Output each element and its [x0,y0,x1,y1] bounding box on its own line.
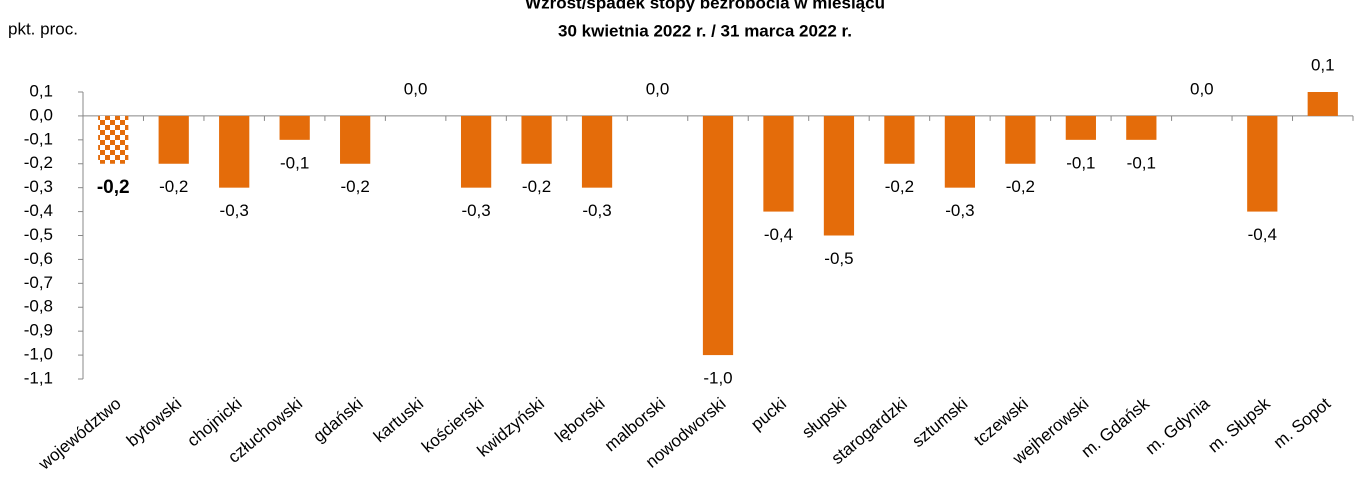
value-label: -0,3 [220,201,249,220]
value-label: -0,2 [340,177,369,196]
bar [460,115,492,188]
value-label: 0,0 [404,79,428,98]
x-tick-label: gdański [309,394,366,446]
x-tick-label: sztumski [908,394,971,451]
y-tick-label: 0,0 [29,105,53,124]
bar [158,115,189,164]
bar [1126,115,1157,140]
value-label: 0,0 [1190,79,1214,98]
y-tick-label: -0,6 [24,249,53,268]
bar [219,115,250,188]
bar [763,115,794,212]
x-tick-label: słupski [798,394,850,442]
y-tick-label: -0,8 [24,297,53,316]
bar [340,115,371,164]
chart-title: Wzrost/spadek stopy bezrobocia w miesiąc… [525,0,885,12]
y-tick-label: -0,3 [24,177,53,196]
value-label: -1,0 [703,369,732,388]
y-axis-label: pkt. proc. [8,19,78,38]
x-tick-label: pucki [747,394,790,434]
bar [279,115,310,140]
value-label: -0,3 [945,201,974,220]
x-tick-label: m. Słupsk [1204,394,1274,457]
bar [944,115,976,188]
y-tick-label: -0,4 [24,201,53,220]
x-tick-label: m. Gdynia [1142,394,1214,459]
value-label: -0,2 [885,177,914,196]
value-label: -0,3 [461,201,490,220]
y-tick-label: -1,0 [24,345,53,364]
bar [1307,92,1338,116]
x-tick-label: m. Sopot [1270,394,1335,452]
x-tick-label: m. Gdańsk [1078,394,1154,462]
y-tick-label: -0,2 [24,153,53,172]
value-label: -0,4 [764,225,793,244]
value-label: -0,2 [522,177,551,196]
bar [581,115,613,188]
x-tick-label: lęborski [551,394,608,446]
value-label: -0,2 [159,177,188,196]
value-label: 0,0 [646,79,670,98]
x-tick-label: bytowski [123,394,185,450]
bar [702,115,734,356]
y-tick-label: -1,1 [24,368,53,387]
bar [823,115,855,236]
value-label: -0,1 [280,153,309,172]
bar [98,115,129,164]
value-label: -0,1 [1127,153,1156,172]
y-tick-label: -0,1 [24,129,53,148]
bar [1065,115,1096,140]
value-label: -0,5 [824,249,853,268]
bar [884,115,915,164]
bar [1247,115,1278,212]
value-label: -0,2 [97,177,130,198]
y-tick-label: -0,5 [24,225,53,244]
y-tick-label: -0,9 [24,321,53,340]
y-tick-label: -0,7 [24,273,53,292]
x-tick-label: kwidzyński [474,394,548,461]
value-label: -0,3 [582,201,611,220]
chart-subtitle: 30 kwietnia 2022 r. / 31 marca 2022 r. [558,21,852,40]
x-tick-label: województwo [34,394,124,474]
bar [521,115,552,164]
value-label: -0,2 [1006,177,1035,196]
bar [1005,115,1036,164]
value-label: 0,1 [1311,55,1335,74]
value-label: -0,4 [1248,225,1277,244]
x-tick-label: kartuski [370,394,427,446]
y-tick-label: 0,1 [29,81,53,100]
value-label: -0,1 [1066,153,1095,172]
